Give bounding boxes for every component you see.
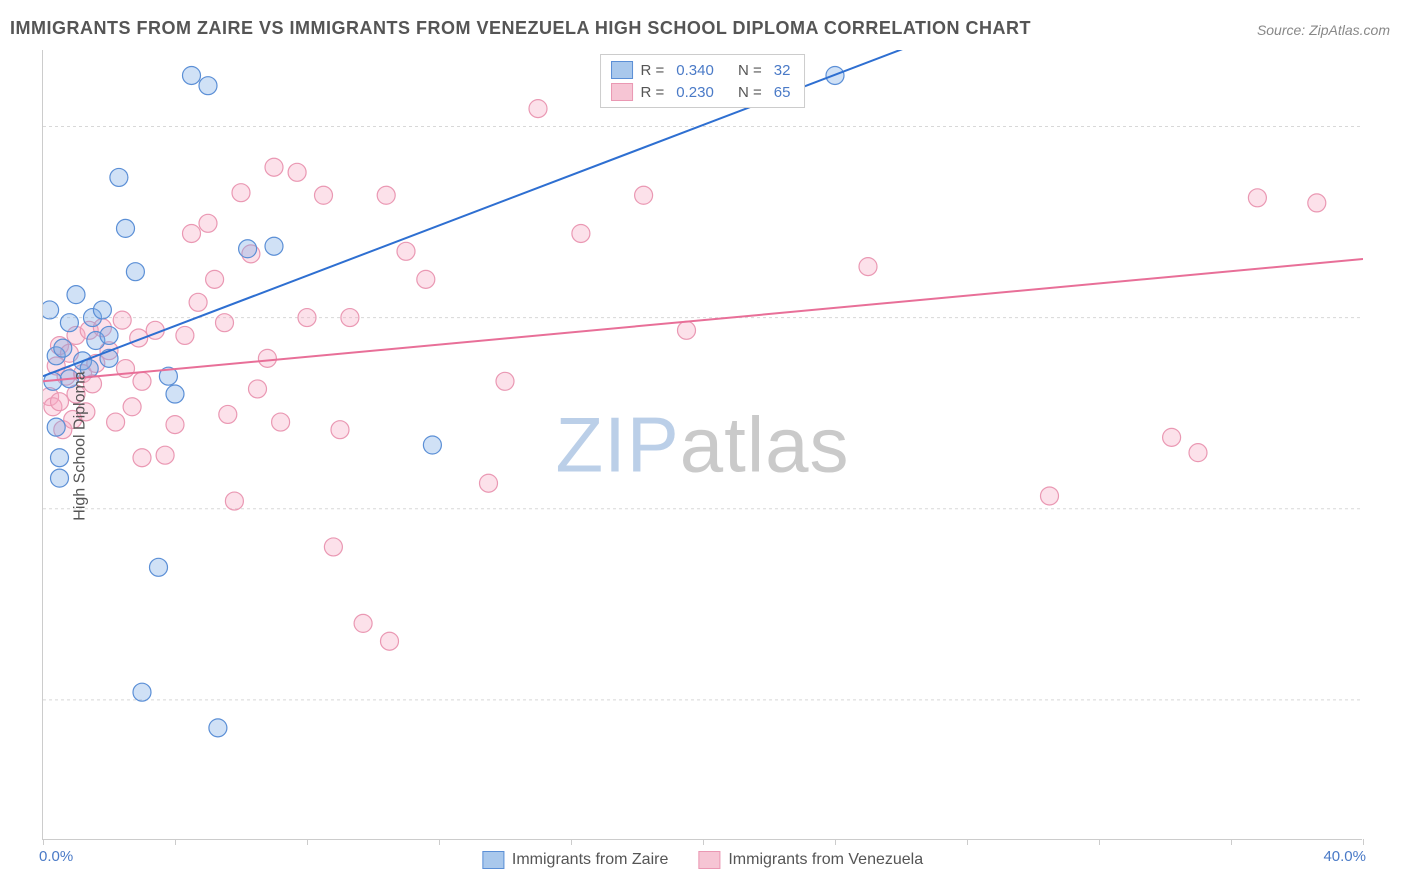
legend-swatch-venezuela [698, 851, 720, 869]
r-value-zaire: 0.340 [676, 62, 714, 79]
n-label: N = [738, 62, 762, 79]
legend-item-zaire: Immigrants from Zaire [482, 851, 668, 869]
x-max-label: 40.0% [1323, 848, 1366, 865]
x-tick [1099, 839, 1100, 845]
x-tick [703, 839, 704, 845]
n-label: N = [738, 84, 762, 101]
x-tick [43, 839, 44, 845]
legend-swatch-zaire [611, 61, 633, 79]
legend-label-venezuela: Immigrants from Venezuela [728, 851, 923, 869]
n-value-venezuela: 65 [774, 84, 791, 101]
y-axis-label: High School Diploma [72, 371, 90, 520]
x-tick [1231, 839, 1232, 845]
chart-title: IMMIGRANTS FROM ZAIRE VS IMMIGRANTS FROM… [10, 18, 1031, 39]
x-tick [967, 839, 968, 845]
series-legend: Immigrants from Zaire Immigrants from Ve… [482, 851, 923, 869]
x-tick [835, 839, 836, 845]
x-min-label: 0.0% [39, 848, 73, 865]
legend-row-venezuela: R = 0.230 N = 65 [611, 81, 795, 103]
r-value-venezuela: 0.230 [676, 84, 714, 101]
x-tick [1363, 839, 1364, 845]
legend-row-zaire: R = 0.340 N = 32 [611, 59, 795, 81]
source-citation: Source: ZipAtlas.com [1257, 22, 1390, 38]
r-label: R = [641, 84, 665, 101]
plot-area: R = 0.340 N = 32 R = 0.230 N = 65 ZIPatl… [42, 50, 1362, 840]
x-tick [307, 839, 308, 845]
x-tick [571, 839, 572, 845]
legend-item-venezuela: Immigrants from Venezuela [698, 851, 923, 869]
x-tick [175, 839, 176, 845]
n-value-zaire: 32 [774, 62, 791, 79]
legend-swatch-venezuela [611, 83, 633, 101]
x-tick [439, 839, 440, 845]
legend-label-zaire: Immigrants from Zaire [512, 851, 668, 869]
legend-swatch-zaire [482, 851, 504, 869]
correlation-legend: R = 0.340 N = 32 R = 0.230 N = 65 [600, 54, 806, 108]
r-label: R = [641, 62, 665, 79]
chart-svg [43, 50, 1363, 840]
